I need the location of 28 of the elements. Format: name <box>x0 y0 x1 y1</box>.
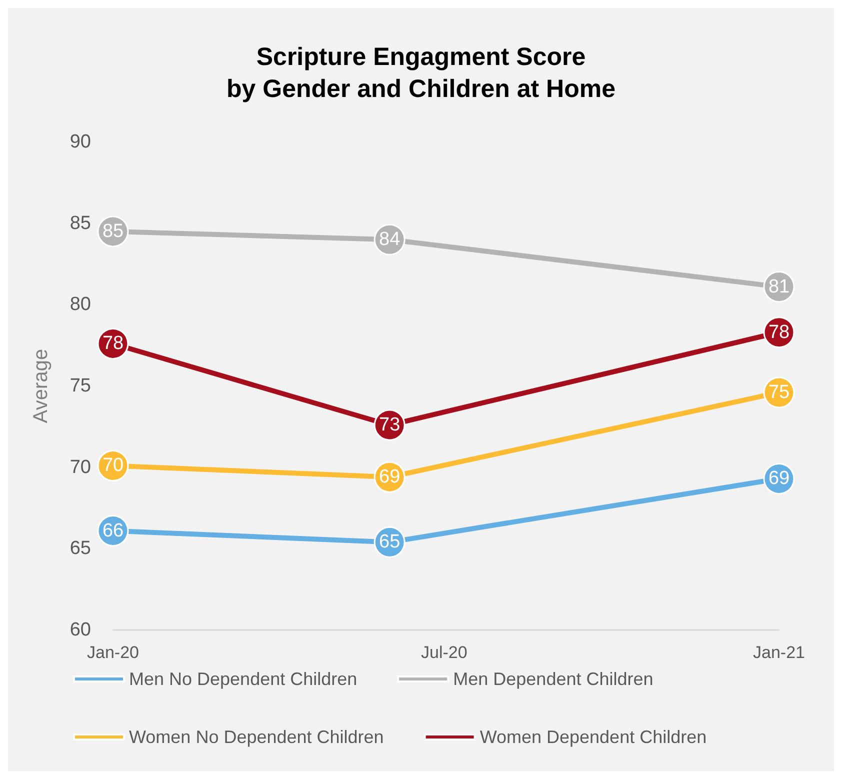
data-label: 78 <box>102 333 124 354</box>
chart-title: Scripture Engagment Score by Gender and Children at Home <box>226 43 616 103</box>
y-tick-label: 80 <box>70 294 91 316</box>
legend-label: Women No Dependent Children <box>129 727 384 747</box>
x-tick-label: Jul-20 <box>421 643 468 662</box>
y-tick-label: 65 <box>70 538 91 560</box>
data-label: 85 <box>102 220 124 242</box>
legend-label: Men No Dependent Children <box>129 669 358 689</box>
y-tick-label: 70 <box>70 456 91 478</box>
legend-label: Men Dependent Children <box>453 669 654 689</box>
data-label: 69 <box>379 466 400 488</box>
data-label: 65 <box>379 532 400 553</box>
y-tick-label: 60 <box>70 620 91 640</box>
x-tick-label: Jan-20 <box>87 643 139 662</box>
data-label: 70 <box>102 455 124 476</box>
data-label: 75 <box>768 382 790 404</box>
y-tick-label: 75 <box>70 376 91 396</box>
data-label: 66 <box>102 520 124 542</box>
data-label: 78 <box>768 322 790 343</box>
y-axis-title: Average <box>30 348 52 424</box>
legend-label: Women Dependent Children <box>480 727 707 747</box>
y-tick-label: 90 <box>70 132 91 152</box>
data-label: 84 <box>379 229 401 250</box>
y-tick-label: 85 <box>70 212 91 234</box>
x-tick-label: Jan-21 <box>753 643 805 662</box>
data-label: 81 <box>768 276 790 298</box>
data-label: 73 <box>379 414 400 436</box>
data-label: 69 <box>768 468 790 490</box>
